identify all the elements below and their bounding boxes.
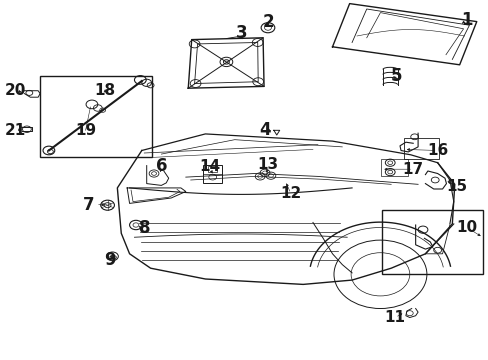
- Text: 6: 6: [155, 157, 167, 175]
- Text: 20: 20: [5, 83, 26, 98]
- Text: 14: 14: [199, 159, 221, 174]
- Text: 9: 9: [104, 251, 116, 269]
- Bar: [382, 210, 482, 274]
- Bar: [40, 76, 151, 157]
- Bar: [207, 166, 216, 172]
- Text: 13: 13: [257, 157, 278, 172]
- Text: 12: 12: [280, 186, 301, 201]
- Text: 8: 8: [138, 219, 150, 237]
- Text: 19: 19: [75, 123, 96, 138]
- Text: 17: 17: [402, 162, 423, 177]
- Text: 5: 5: [389, 67, 401, 85]
- Text: 3: 3: [236, 24, 247, 42]
- Text: 1: 1: [460, 11, 472, 29]
- Text: 7: 7: [83, 196, 95, 214]
- Text: 16: 16: [426, 143, 447, 158]
- Text: 15: 15: [446, 179, 467, 194]
- Bar: [203, 165, 222, 183]
- Text: 10: 10: [455, 220, 477, 235]
- Text: 2: 2: [262, 13, 273, 31]
- Text: 4: 4: [259, 121, 270, 139]
- Bar: [403, 138, 438, 159]
- Text: 18: 18: [94, 83, 116, 98]
- Text: 21: 21: [5, 123, 26, 138]
- Text: 11: 11: [384, 310, 405, 325]
- Bar: [381, 159, 407, 176]
